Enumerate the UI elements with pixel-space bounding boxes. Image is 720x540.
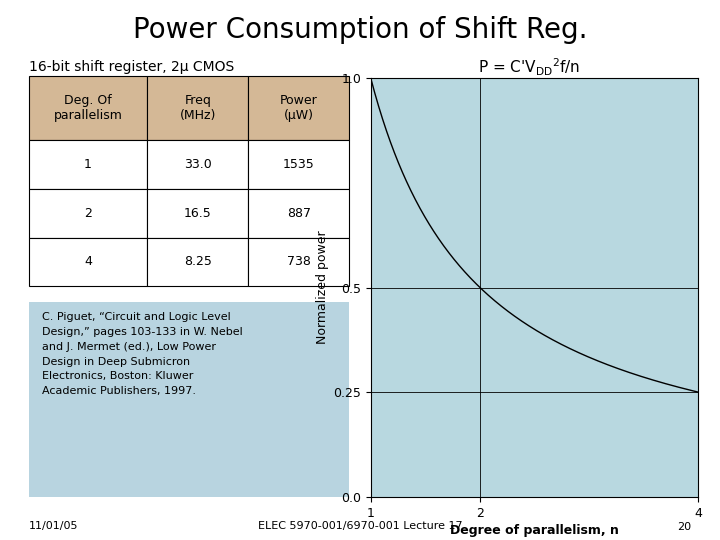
FancyBboxPatch shape [248, 189, 349, 238]
FancyBboxPatch shape [29, 140, 148, 189]
Text: 20: 20 [677, 522, 691, 531]
Text: Deg. Of
parallelism: Deg. Of parallelism [53, 94, 122, 122]
Text: P = C'V$_{\mathregular{DD}}$$^{\mathregular{2}}$f/n: P = C'V$_{\mathregular{DD}}$$^{\mathregu… [478, 57, 580, 78]
FancyBboxPatch shape [29, 189, 148, 238]
Text: ELEC 5970-001/6970-001 Lecture 17: ELEC 5970-001/6970-001 Lecture 17 [258, 522, 462, 531]
Text: 2: 2 [84, 207, 92, 220]
Text: 16-bit shift register, 2μ CMOS: 16-bit shift register, 2μ CMOS [29, 60, 234, 75]
X-axis label: Degree of parallelism, n: Degree of parallelism, n [450, 524, 619, 537]
Text: Power
(μW): Power (μW) [280, 94, 318, 122]
FancyBboxPatch shape [29, 76, 148, 140]
Text: C. Piguet, “Circuit and Logic Level
Design,” pages 103-133 in W. Nebel
and J. Me: C. Piguet, “Circuit and Logic Level Desi… [42, 312, 243, 396]
FancyBboxPatch shape [248, 238, 349, 286]
Text: 33.0: 33.0 [184, 158, 212, 171]
FancyBboxPatch shape [148, 189, 248, 238]
FancyBboxPatch shape [29, 238, 148, 286]
FancyBboxPatch shape [248, 140, 349, 189]
FancyBboxPatch shape [148, 140, 248, 189]
Text: 4: 4 [84, 255, 92, 268]
Text: 887: 887 [287, 207, 311, 220]
Text: Freq
(MHz): Freq (MHz) [179, 94, 216, 122]
Text: 11/01/05: 11/01/05 [29, 522, 78, 531]
Text: 1535: 1535 [283, 158, 315, 171]
Text: 8.25: 8.25 [184, 255, 212, 268]
Y-axis label: Normalized power: Normalized power [316, 231, 329, 345]
FancyBboxPatch shape [148, 238, 248, 286]
Text: 16.5: 16.5 [184, 207, 212, 220]
Text: Power Consumption of Shift Reg.: Power Consumption of Shift Reg. [132, 16, 588, 44]
FancyBboxPatch shape [29, 302, 349, 497]
FancyBboxPatch shape [248, 76, 349, 140]
Text: 1: 1 [84, 158, 92, 171]
Text: 738: 738 [287, 255, 310, 268]
FancyBboxPatch shape [148, 76, 248, 140]
